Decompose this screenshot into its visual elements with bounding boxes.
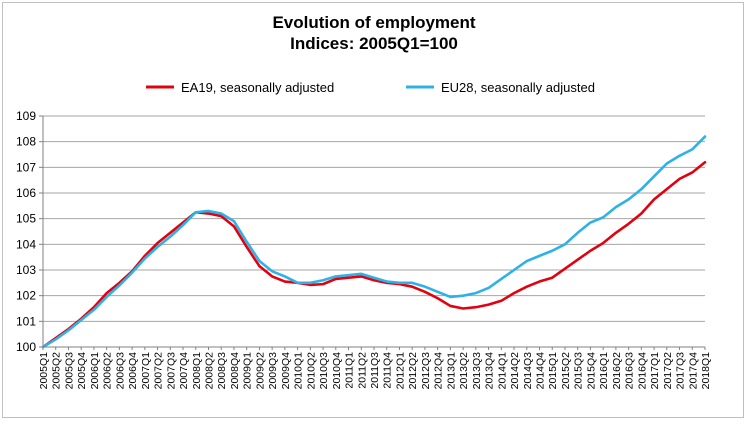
gridlines: [43, 115, 705, 348]
x-tick-label: 2015Q2: [560, 352, 572, 390]
x-tick-label: 2012Q3: [420, 352, 432, 390]
x-tick-label: 2011Q2: [356, 352, 368, 389]
x-tick-label: 2005Q4: [76, 352, 88, 390]
x-tick-label: 2011Q1: [344, 352, 356, 389]
legend: EA19, seasonally adjusted EU28, seasonal…: [146, 80, 595, 95]
x-tick-label: 2015Q1: [547, 352, 559, 390]
x-tick-label: 2013Q2: [458, 352, 470, 390]
chart-frame: Evolution of employment Indices: 2005Q1=…: [2, 2, 744, 418]
x-tick-label: 2007Q3: [165, 352, 177, 390]
x-tick-label: 2009Q2: [254, 352, 266, 390]
x-tick-label: 2015Q3: [573, 352, 585, 390]
y-tick-label: 108: [16, 135, 36, 149]
x-tick-label: 2012Q2: [407, 352, 419, 390]
y-tick-label: 105: [16, 212, 36, 226]
x-tick-label: 2017Q4: [687, 352, 699, 390]
x-tick-label: 2008Q1: [191, 352, 203, 390]
x-tick-label: 2017Q1: [649, 352, 661, 390]
y-tick-label: 102: [16, 289, 36, 303]
x-tick-label: 2016Q2: [611, 352, 623, 390]
x-tick-label: 2006Q3: [114, 352, 126, 390]
x-tick-label: 2005Q2: [51, 352, 63, 390]
x-tick-label: 2009Q3: [267, 352, 279, 390]
x-tick-label: 2009Q4: [280, 352, 292, 390]
x-tick-label: 2014Q1: [496, 352, 508, 390]
y-tick-label: 104: [16, 237, 36, 251]
series-line-eu28: [41, 135, 707, 349]
x-tick-label: 2006Q1: [89, 352, 101, 390]
x-tick-label: 2017Q2: [662, 352, 674, 390]
x-tick-label: 2008Q2: [204, 352, 216, 390]
x-tick-label: 2015Q4: [585, 352, 597, 390]
x-tick-label: 2014Q4: [535, 352, 547, 390]
x-tick-label: 2005Q3: [63, 352, 75, 390]
chart-subtitle: Indices: 2005Q1=100: [290, 34, 458, 53]
x-tick-label: 2014Q2: [509, 352, 521, 390]
x-tick-label: 2007Q4: [178, 352, 190, 390]
x-tick-label: 2005Q1: [38, 352, 50, 390]
x-tick-label: 2013Q1: [445, 352, 457, 390]
x-tick-label: 2012Q4: [433, 352, 445, 390]
x-tick-label: 2007Q2: [153, 352, 165, 390]
x-tick-label: 2008Q3: [216, 352, 228, 390]
y-tick-label: 101: [16, 314, 36, 328]
x-tick-label: 2016Q1: [598, 352, 610, 390]
legend-label-eu28: EU28, seasonally adjusted: [441, 80, 595, 95]
x-tick-label: 2018Q1: [700, 352, 712, 390]
x-tick-label: 2017Q3: [675, 352, 687, 390]
x-tick-label: 2014Q3: [522, 352, 534, 390]
x-tick-label: 2010Q2: [305, 352, 317, 390]
x-tick-label: 2010Q4: [331, 352, 343, 390]
x-tick-label: 2013Q4: [484, 352, 496, 390]
x-tick-label: 2009Q1: [242, 352, 254, 390]
x-tick-label: 2011Q3: [369, 352, 381, 389]
axes: [42, 116, 705, 348]
x-tick-label: 2011Q4: [382, 352, 394, 389]
x-tick-label: 2016Q3: [624, 352, 636, 390]
x-tick-label: 2010Q1: [293, 352, 305, 390]
x-tick-label: 2008Q4: [229, 352, 241, 390]
line-chart: Evolution of employment Indices: 2005Q1=…: [16, 13, 712, 389]
chart-title: Evolution of employment: [272, 13, 475, 32]
x-tick-label: 2016Q4: [636, 352, 648, 390]
x-axis-ticks: 2005Q1 2005Q2 2005Q3 2005Q4 2006Q1 2006Q2 2006…: [38, 347, 712, 389]
x-tick-label: 2006Q2: [102, 352, 114, 390]
y-tick-label: 109: [16, 109, 36, 123]
x-tick-label: 2013Q3: [471, 352, 483, 390]
x-tick-label: 2006Q4: [127, 352, 139, 390]
y-tick-label: 103: [16, 263, 36, 277]
x-tick-label: 2010Q3: [318, 352, 330, 390]
y-tick-label: 100: [16, 340, 36, 354]
x-tick-label: 2012Q1: [394, 352, 406, 390]
y-tick-label: 106: [16, 186, 36, 200]
x-tick-label: 2007Q1: [140, 352, 152, 390]
y-axis-ticks: 100 101 102 103 104 105 106 107 108 109: [16, 109, 43, 354]
legend-label-ea19: EA19, seasonally adjusted: [181, 80, 334, 95]
series-line-ea19: [41, 160, 707, 349]
y-tick-label: 107: [16, 160, 36, 174]
series-lines: [41, 135, 707, 349]
